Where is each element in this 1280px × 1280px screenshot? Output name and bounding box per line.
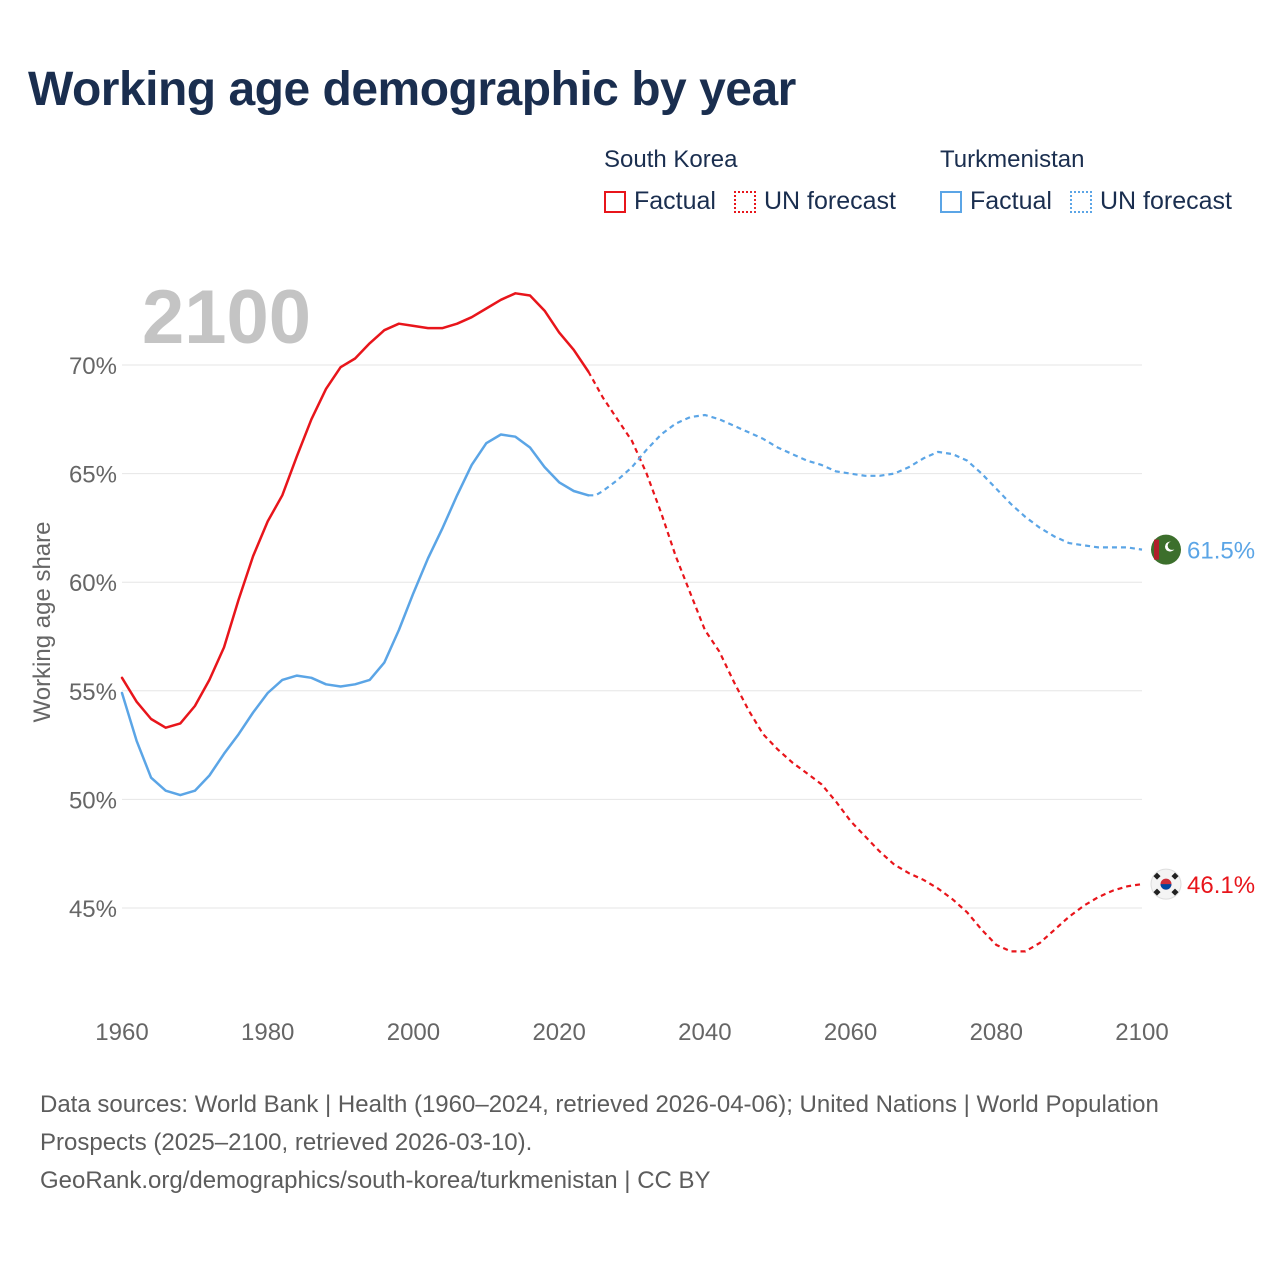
legend-item-turkmenistan-factual[interactable]: Factual [940, 187, 1052, 216]
x-tick-label: 2000 [387, 1019, 440, 1046]
legend-group-south-korea: South Korea Factual UN forecast [604, 145, 914, 216]
legend-swatch-south-korea-forecast [733, 190, 756, 213]
chart-title: Working age demographic by year [28, 63, 796, 116]
y-tick-label: 65% [69, 462, 117, 489]
legend-label-south-korea-factual: Factual [634, 187, 716, 215]
series-line-south-korea-factual[interactable] [120, 292, 590, 729]
series-line-turkmenistan-forecast[interactable] [588, 413, 1143, 551]
year-watermark: 2100 [142, 275, 311, 360]
y-axis-title: Working age share [29, 522, 56, 723]
turkmenistan-flag-icon [1151, 534, 1181, 565]
legend-label-south-korea-forecast: UN forecast [763, 187, 896, 215]
y-tick-label: 55% [69, 679, 117, 706]
footer: Data sources: World Bank | Health (1960–… [40, 1086, 1220, 1200]
legend-label-turkmenistan-forecast: UN forecast [1099, 187, 1232, 215]
x-tick-label: 1960 [95, 1019, 148, 1046]
series [120, 292, 1143, 953]
line-chart: 2100 45% 50% 55% 60% 65% 70% 1960 1980 2000 2020 2… [29, 275, 1255, 1046]
x-tick-label: 2040 [678, 1019, 731, 1046]
legend-item-south-korea-factual[interactable]: Factual [604, 187, 716, 216]
grid [122, 364, 1142, 909]
legend-item-turkmenistan-forecast[interactable]: UN forecast [1069, 187, 1232, 216]
legend-swatch-turkmenistan-factual [940, 190, 962, 213]
end-label-south-korea: 46.1% [1187, 872, 1255, 899]
south-korea-flag-icon [1150, 868, 1182, 900]
x-tick-label: 1980 [241, 1019, 294, 1046]
legend-country-south-korea: South Korea [604, 146, 738, 173]
series-line-turkmenistan-factual[interactable] [120, 433, 590, 797]
legend-country-turkmenistan: Turkmenistan [940, 146, 1085, 173]
x-tick-label: 2080 [970, 1019, 1023, 1046]
x-tick-label: 2020 [532, 1019, 585, 1046]
footer-sources: Data sources: World Bank | Health (1960–… [40, 1091, 1159, 1156]
y-tick-label: 70% [69, 353, 117, 380]
legend-label-turkmenistan-factual: Factual [970, 187, 1052, 215]
end-label-turkmenistan: 61.5% [1187, 538, 1255, 565]
x-tick-label: 2060 [824, 1019, 877, 1046]
y-tick-label: 45% [69, 896, 117, 923]
footer-attribution[interactable]: GeoRank.org/demographics/south-korea/tur… [40, 1167, 711, 1194]
y-tick-label: 60% [69, 570, 117, 597]
legend-swatch-south-korea-factual [604, 190, 626, 213]
legend-item-south-korea-forecast[interactable]: UN forecast [733, 187, 896, 216]
x-tick-label: 2100 [1115, 1019, 1168, 1046]
axes: 45% 50% 55% 60% 65% 70% 1960 1980 2000 2020 2040 20… [29, 353, 1169, 1046]
series-line-south-korea-forecast[interactable] [587, 370, 1143, 953]
legend-swatch-turkmenistan-forecast [1069, 190, 1092, 213]
y-tick-label: 50% [69, 787, 117, 814]
legend-group-turkmenistan: Turkmenistan Factual UN forecast [940, 145, 1250, 216]
end-labels: 46.1% 61.5% [1150, 534, 1255, 900]
